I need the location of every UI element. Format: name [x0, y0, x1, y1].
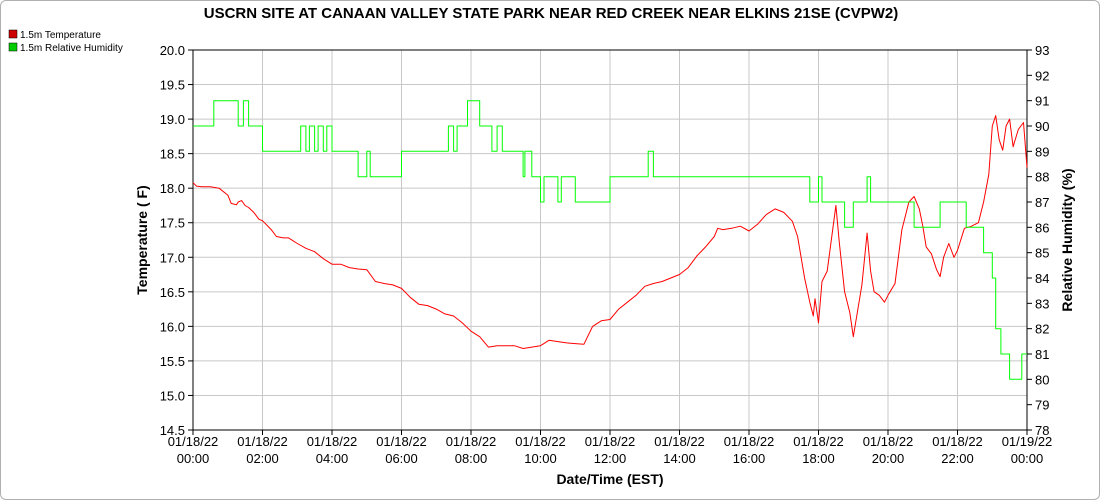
- x-tick-label-date: 01/18/22: [168, 434, 219, 449]
- x-tick-label-time: 00:00: [177, 451, 210, 466]
- x-tick-label-time: 08:00: [455, 451, 488, 466]
- y-axis-right-title: Relative Humidity (%): [1059, 168, 1075, 311]
- x-tick-label-date: 01/18/22: [376, 434, 427, 449]
- y-tick-label-left: 17.5: [160, 216, 185, 231]
- x-tick-label-date: 01/18/22: [585, 434, 636, 449]
- y-tick-label-left: 15.0: [160, 388, 185, 403]
- x-tick-label-date: 01/18/22: [237, 434, 288, 449]
- x-tick-label-date: 01/18/22: [654, 434, 705, 449]
- gridlines: [193, 49, 1027, 431]
- x-tick-label-time: 22:00: [941, 451, 974, 466]
- y-tick-label-right: 93: [1035, 43, 1049, 58]
- y-tick-label-left: 16.0: [160, 319, 185, 334]
- series-layer: [192, 100, 1028, 380]
- y-tick-label-right: 82: [1035, 322, 1049, 337]
- y-axis-left-title: Temperature ( F): [134, 185, 150, 294]
- x-axis-title: Date/Time (EST): [556, 471, 663, 487]
- y-tick-label-right: 83: [1035, 296, 1049, 311]
- y-tick-label-right: 79: [1035, 398, 1049, 413]
- y-axis-right-ticks: 78 79 80 81 82 83 84 85 86 87 88 89 90 91 92 93: [1027, 43, 1049, 438]
- x-tick-label-time: 16:00: [733, 451, 766, 466]
- x-tick-label-time: 00:00: [1011, 451, 1044, 466]
- x-tick-label-date: 01/19/22: [1002, 434, 1053, 449]
- x-tick-label-time: 06:00: [385, 451, 418, 466]
- y-tick-label-right: 89: [1035, 144, 1049, 159]
- y-tick-label-left: 17.0: [160, 250, 185, 265]
- x-tick-label-time: 14:00: [663, 451, 696, 466]
- x-tick-label-time: 20:00: [872, 451, 905, 466]
- chart-title: USCRN SITE AT CANAAN VALLEY STATE PARK N…: [204, 5, 899, 22]
- y-tick-label-left: 16.5: [160, 285, 185, 300]
- x-tick-label-time: 04:00: [316, 451, 349, 466]
- y-tick-label-right: 90: [1035, 119, 1049, 134]
- x-tick-label-date: 01/18/22: [793, 434, 844, 449]
- legend: 1.5m Temperature 1.5m Relative Humidity: [8, 29, 123, 54]
- x-tick-label-date: 01/18/22: [932, 434, 983, 449]
- y-tick-label-right: 78: [1035, 423, 1049, 438]
- y-tick-label-left: 20.0: [160, 43, 185, 58]
- x-tick-label-date: 01/18/22: [446, 434, 497, 449]
- x-tick-label-time: 12:00: [594, 451, 627, 466]
- series-line-humidity: [193, 100, 1027, 380]
- series-line-temperature: [192, 115, 1028, 349]
- x-tick-label-date: 01/18/22: [515, 434, 566, 449]
- x-tick-label-time: 18:00: [802, 451, 835, 466]
- x-tick-label-time: 10:00: [524, 451, 557, 466]
- x-tick-label-date: 01/18/22: [307, 434, 358, 449]
- x-tick-label-time: 02:00: [246, 451, 279, 466]
- legend-swatch-humidity: [8, 42, 18, 52]
- x-axis-ticks: 01/18/22 00:00 01/18/22 02:00 01/18/22 04:00 0…: [168, 430, 1053, 466]
- y-tick-label-right: 86: [1035, 220, 1049, 235]
- y-tick-label-right: 81: [1035, 347, 1049, 362]
- y-tick-label-right: 85: [1035, 246, 1049, 261]
- y-tick-label-right: 80: [1035, 372, 1049, 387]
- legend-swatch-temperature: [8, 29, 18, 39]
- y-tick-label-right: 84: [1035, 271, 1049, 286]
- y-tick-label-left: 18.5: [160, 147, 185, 162]
- x-tick-label-date: 01/18/22: [863, 434, 914, 449]
- y-tick-label-left: 15.5: [160, 354, 185, 369]
- legend-label-temperature: 1.5m Temperature: [20, 30, 101, 41]
- legend-label-humidity: 1.5m Relative Humidity: [20, 43, 123, 54]
- y-tick-label-left: 19.0: [160, 112, 185, 127]
- y-axis-left-ticks: 14.5 15.0 15.5 16.0 16.5 17.0 17.5 18.0 18.5 19.0…: [160, 43, 193, 438]
- y-tick-label-right: 88: [1035, 170, 1049, 185]
- y-tick-label-right: 87: [1035, 195, 1049, 210]
- x-tick-label-date: 01/18/22: [724, 434, 775, 449]
- y-tick-label-left: 14.5: [160, 423, 185, 438]
- y-tick-label-right: 92: [1035, 68, 1049, 83]
- y-tick-label-left: 18.0: [160, 181, 185, 196]
- y-tick-label-right: 91: [1035, 94, 1049, 109]
- y-tick-label-left: 19.5: [160, 78, 185, 93]
